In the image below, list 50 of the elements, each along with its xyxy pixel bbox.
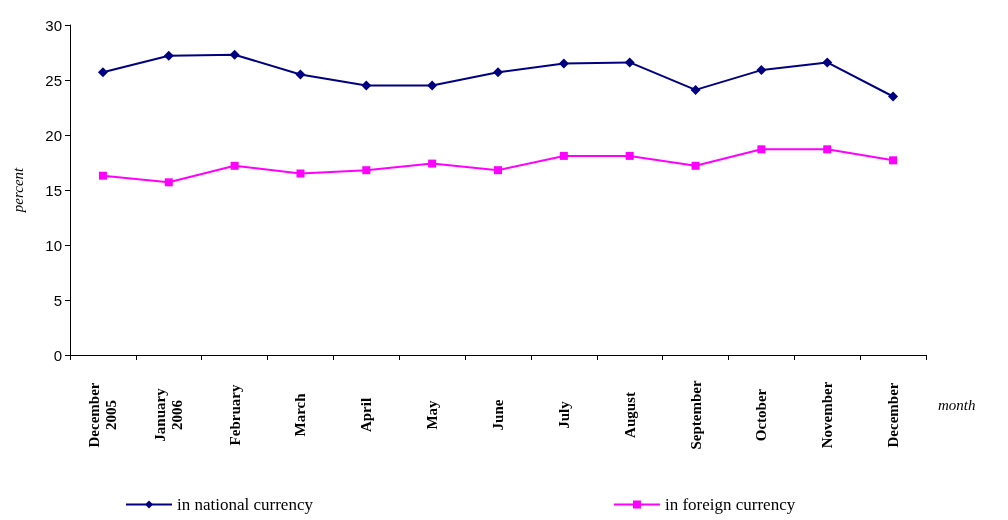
point — [756, 65, 767, 76]
point — [230, 161, 239, 170]
legend-label: in foreign currency — [664, 495, 796, 514]
x-tick-label: May — [424, 399, 441, 430]
x-tick-label: June — [490, 399, 506, 431]
point — [691, 161, 700, 170]
point — [558, 58, 569, 69]
point — [823, 145, 832, 154]
point — [362, 166, 371, 175]
point — [624, 57, 635, 68]
y-tick-label: 25 — [45, 71, 62, 89]
x-axis-title: month — [938, 396, 976, 413]
y-tick-label: 15 — [45, 181, 62, 199]
x-tick-label: December — [885, 382, 902, 448]
x-tick-label: December 2005 — [86, 382, 120, 448]
x-tick-label: March — [292, 392, 309, 437]
x-tick-label: September — [687, 380, 704, 450]
x-tick-label: November — [819, 381, 836, 449]
point — [164, 178, 173, 187]
point — [427, 80, 438, 91]
point — [361, 80, 372, 91]
point — [494, 166, 502, 175]
point — [493, 67, 503, 78]
point — [757, 145, 766, 154]
x-tick-label: January 2006 — [152, 387, 186, 442]
point — [97, 67, 108, 78]
y-tick-label: 30 — [45, 16, 62, 34]
x-tick-label: October — [753, 388, 770, 442]
y-tick-label: 0 — [53, 346, 62, 364]
y-tick-label: 10 — [45, 236, 62, 254]
point — [559, 151, 568, 160]
point — [295, 69, 306, 80]
legend-label: in national currency — [177, 495, 314, 514]
y-axis-title: percent — [9, 166, 26, 214]
point — [889, 156, 898, 165]
point — [822, 57, 833, 68]
point — [98, 171, 107, 180]
x-tick-label: July — [555, 400, 572, 429]
x-tick-label: April — [358, 397, 375, 433]
point — [690, 84, 701, 95]
x-tick-label: February — [226, 384, 243, 446]
point — [625, 151, 634, 160]
y-tick-label: 5 — [53, 291, 62, 309]
x-tick-label: August — [621, 392, 638, 438]
point — [888, 91, 899, 102]
point — [428, 159, 437, 168]
point — [229, 49, 240, 60]
point — [296, 169, 305, 178]
y-tick-label: 20 — [45, 126, 62, 144]
point — [163, 50, 174, 61]
